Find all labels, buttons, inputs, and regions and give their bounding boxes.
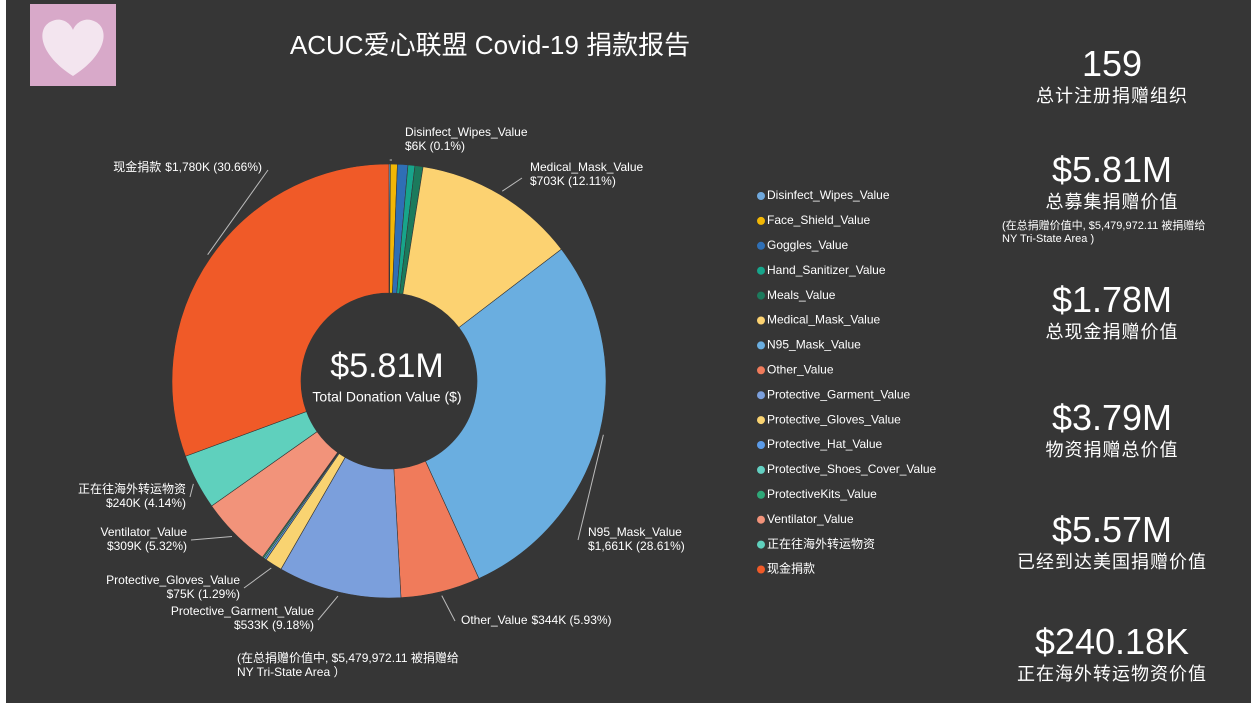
legend-label: ProtectiveKits_Value — [767, 487, 877, 501]
data-label-name: Medical_Mask_Value — [530, 160, 643, 174]
center-value: $5.81M — [330, 347, 443, 385]
logo-heart — [42, 19, 104, 76]
legend-label: 正在往海外转运物资 — [767, 536, 875, 551]
legend-label: N95_Mask_Value — [767, 338, 861, 352]
legend-label: Protective_Hat_Value — [767, 437, 883, 451]
legend-label: Goggles_Value — [767, 238, 848, 252]
data-label: $309K (5.32%) — [107, 539, 187, 553]
center-label: Total Donation Value ($) — [312, 389, 461, 405]
legend-marker — [757, 391, 765, 400]
slice — [171, 163, 390, 457]
kpi-value: $1.78M — [1051, 279, 1173, 320]
legend-marker — [757, 341, 765, 350]
data-label: $703K (12.11%) — [530, 174, 616, 188]
kpi-value: $240.18K — [1034, 621, 1190, 662]
data-label-group: Other_Value $344K (5.93%) — [461, 613, 612, 627]
legend-marker — [757, 515, 765, 524]
legend-label: Disinfect_Wipes_Value — [767, 188, 890, 202]
legend-label: Protective_Shoes_Cover_Value — [767, 462, 937, 476]
data-label: $344K (5.93%) — [532, 613, 612, 627]
slice — [425, 248, 607, 579]
kpi-card: $5.81M 总募集捐赠价值 (在总捐赠价值中, $5,479,972.11 被捐赠… — [992, 150, 1232, 246]
kpi-note: (在总捐赠价值中, $5,479,972.11 被捐赠给NY Tri-State… — [1002, 220, 1206, 245]
kpi-label: 正在海外转运物资价值 — [1017, 664, 1207, 684]
kpi-card: $240.18K 正在海外转运物资价值 — [992, 622, 1232, 686]
data-label: $1,780K (30.66%) — [165, 160, 262, 174]
data-label-name: Ventilator_Value — [100, 525, 187, 539]
kpi-label: 总现金捐赠价值 — [1045, 322, 1179, 342]
kpi-card: 159 总计注册捐赠组织 — [992, 44, 1232, 108]
slice — [402, 166, 562, 328]
legend-marker — [757, 192, 765, 200]
legend-marker — [757, 441, 765, 449]
legend-marker — [757, 291, 765, 300]
callout-line — [501, 177, 523, 192]
kpi-card: $3.79M 物资捐赠总价值 — [992, 398, 1232, 462]
legend-marker — [757, 216, 765, 225]
data-label-name: N95_Mask_Value — [588, 525, 682, 539]
data-label-name: Disinfect_Wipes_Value — [405, 125, 528, 139]
legend-marker — [757, 565, 765, 574]
legend-marker — [757, 540, 765, 549]
title: ACUC爱心联盟 Covid-19 捐款报告 — [290, 30, 690, 60]
kpi-label: 已经到达美国捐赠价值 — [1017, 552, 1207, 572]
data-label: $75K (1.29%) — [167, 587, 240, 601]
kpi-value: $5.57M — [1051, 509, 1173, 550]
kpi-value: 159 — [1081, 43, 1143, 84]
legend-label: Ventilator_Value — [767, 512, 854, 526]
legend-marker — [757, 366, 765, 375]
chart-note: (在总捐赠价值中, $5,479,972.11 被捐赠给 NY Tri-Stat… — [237, 651, 459, 679]
data-label: $6K (0.1%) — [405, 139, 465, 153]
callout-line — [317, 595, 339, 621]
kpi-card: $5.57M 已经到达美国捐赠价值 — [992, 510, 1232, 574]
data-label: $1,661K (28.61%) — [588, 539, 685, 553]
legend-marker — [757, 266, 765, 275]
legend-marker — [757, 416, 765, 425]
data-label-name: Other_Value — [461, 613, 528, 627]
legend-marker — [757, 241, 765, 250]
legend-label: Meals_Value — [767, 288, 836, 302]
kpi-value: $5.81M — [1051, 149, 1173, 190]
kpi-label: 总计注册捐赠组织 — [1036, 86, 1188, 106]
kpi-value: $3.79M — [1051, 397, 1173, 438]
callout-line — [207, 169, 269, 255]
legend-marker — [757, 316, 765, 325]
data-label: $240K (4.14%) — [106, 496, 186, 510]
legend-label: Medical_Mask_Value — [767, 313, 880, 327]
data-label-name: 现金捐款 — [113, 159, 161, 174]
legend-marker — [757, 465, 765, 474]
legend-label: Hand_Sanitizer_Value — [767, 263, 886, 277]
callout-line — [243, 567, 272, 589]
kpi-label: 总募集捐赠价值 — [1045, 192, 1179, 212]
legend-label: 现金捐款 — [767, 561, 815, 576]
data-label-name: Protective_Gloves_Value — [106, 573, 240, 587]
legend-label: Face_Shield_Value — [767, 213, 871, 227]
kpi-label: 物资捐赠总价值 — [1045, 440, 1179, 460]
data-label-group: 现金捐款 $1,780K (30.66%) — [113, 159, 262, 174]
callout-line — [189, 483, 194, 498]
legend-label: Protective_Garment_Value — [767, 387, 911, 401]
legend-label: Other_Value — [767, 362, 834, 376]
legend-label: Protective_Gloves_Value — [767, 412, 901, 426]
legend-marker — [757, 490, 765, 499]
data-label-name: Protective_Garment_Value — [171, 604, 315, 618]
kpi-card: $1.78M 总现金捐赠价值 — [992, 280, 1232, 344]
callout-line — [441, 595, 456, 622]
data-label-name: 正在往海外转运物资 — [78, 481, 186, 496]
callout-line — [577, 434, 604, 541]
callout-line — [190, 536, 233, 541]
data-label: $533K (9.18%) — [234, 618, 314, 632]
